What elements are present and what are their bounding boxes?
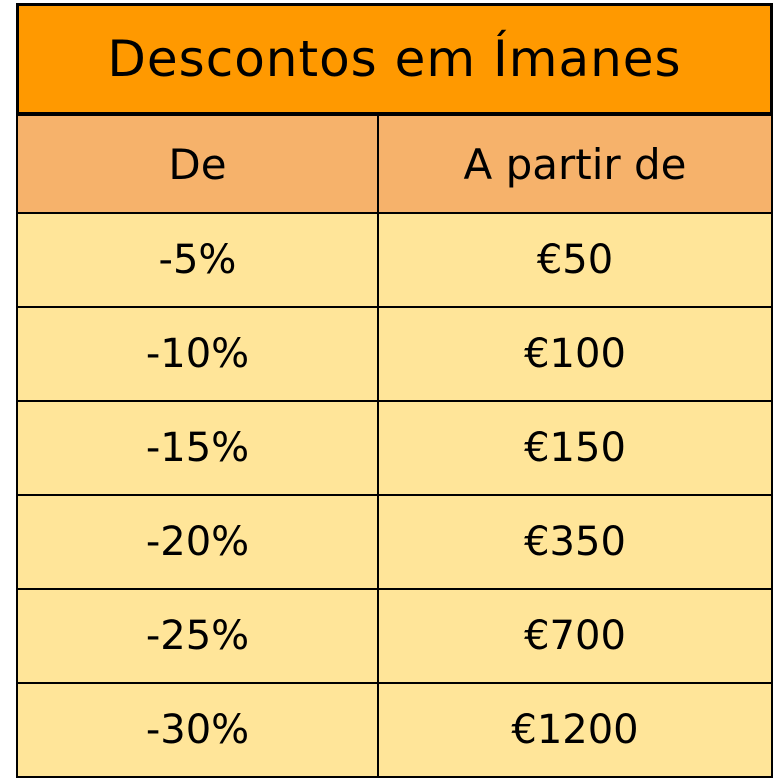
table-row: -5% €50 <box>16 212 773 308</box>
table-row: -30% €1200 <box>16 682 773 778</box>
header-discount: De <box>16 114 379 214</box>
table-title: Descontos em Ímanes <box>16 3 773 115</box>
discount-cell: -20% <box>16 494 379 590</box>
table-row: -10% €100 <box>16 306 773 402</box>
amount-cell: €100 <box>377 306 773 402</box>
discount-table: De A partir de -5% €50 -10% €100 -15% €150 … <box>16 114 773 778</box>
table-row: -25% €700 <box>16 588 773 684</box>
amount-cell: €700 <box>377 588 773 684</box>
discount-cell: -15% <box>16 400 379 496</box>
amount-cell: €1200 <box>377 682 773 778</box>
amount-cell: €50 <box>377 212 773 308</box>
header-from-amount: A partir de <box>377 114 773 214</box>
table-row: -15% €150 <box>16 400 773 496</box>
discount-cell: -5% <box>16 212 379 308</box>
discount-cell: -25% <box>16 588 379 684</box>
table-row: -20% €350 <box>16 494 773 590</box>
amount-cell: €150 <box>377 400 773 496</box>
header-row: De A partir de <box>16 114 773 214</box>
amount-cell: €350 <box>377 494 773 590</box>
discount-cell: -10% <box>16 306 379 402</box>
discount-cell: -30% <box>16 682 379 778</box>
